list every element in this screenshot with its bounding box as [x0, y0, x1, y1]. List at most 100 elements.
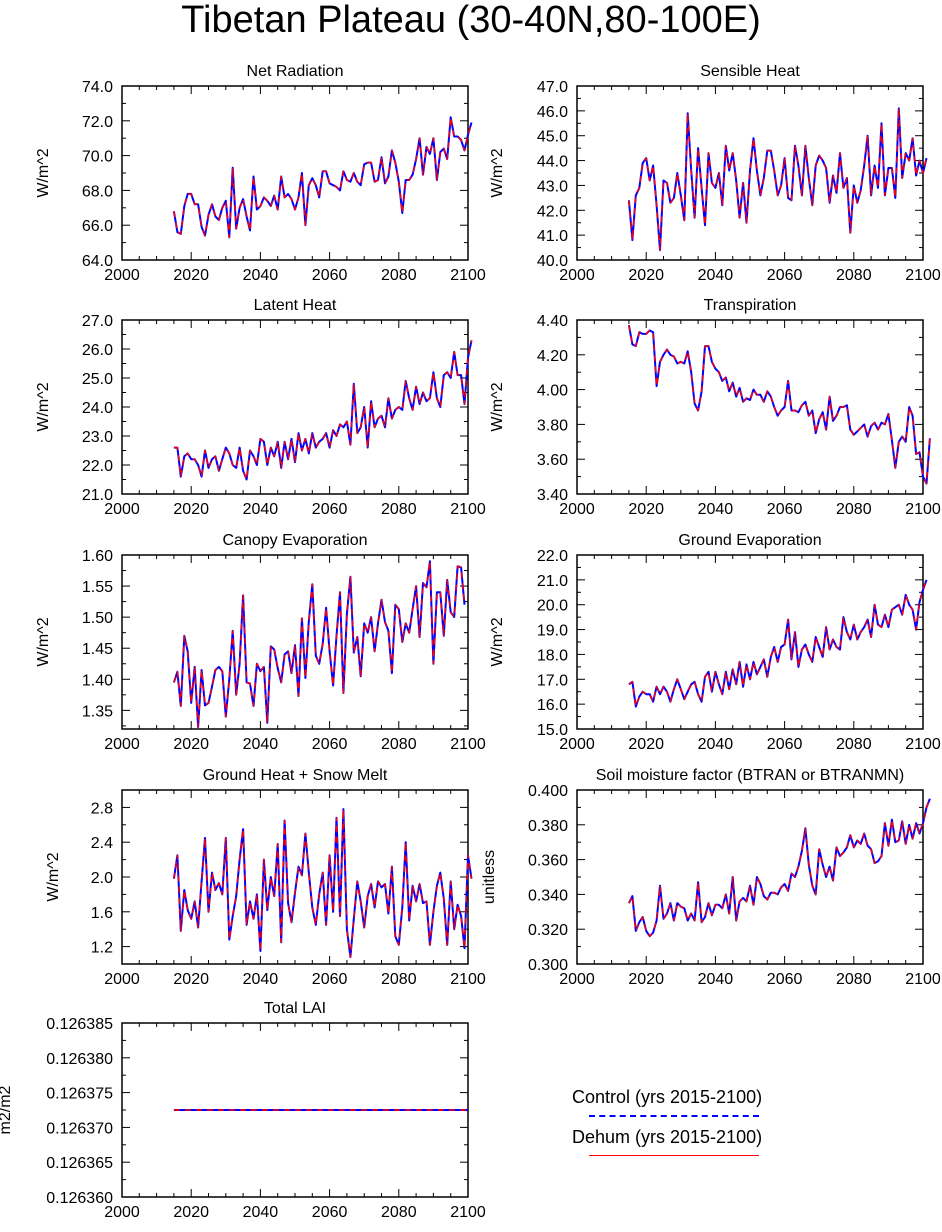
series-line-control [172, 560, 466, 729]
x-tick-label: 2000 [104, 971, 140, 988]
chart-panel: Sensible Heat 2000 2020 2040 2060 2080 2100 40.… [489, 63, 941, 284]
y-tick-label: 66.0 [82, 218, 113, 235]
y-tick-label: 0.126360 [46, 1190, 113, 1207]
y-tick-label: 20.0 [537, 598, 568, 615]
y-axis-label: unitless [481, 850, 498, 904]
y-axis-label: W/m^2 [35, 617, 52, 666]
chart-title: Ground Heat + Snow Melt [203, 767, 388, 784]
x-tick-label: 2060 [312, 971, 348, 988]
chart-panel: Total LAI 2000 2020 2040 2060 2080 2100 0.12636… [0, 1000, 486, 1221]
chart-title: Soil moisture factor (BTRAN or BTRANMN) [596, 767, 905, 784]
plot-frame [576, 554, 924, 730]
x-tick-label: 2080 [836, 267, 872, 284]
x-tick-label: 2040 [698, 267, 734, 284]
chart-panel: Latent Heat 2000 2020 2040 2060 2080 2100 21.0 2… [35, 297, 486, 518]
plot-frame [121, 554, 469, 730]
chart-title: Net Radiation [247, 63, 344, 80]
x-tick-label: 2020 [628, 736, 664, 753]
y-tick-label: 4.20 [537, 348, 568, 365]
y-tick-label: 0.300 [528, 957, 568, 974]
y-tick-label: 0.126370 [46, 1120, 113, 1137]
y-tick-label: 42.0 [537, 203, 568, 220]
y-tick-label: 64.0 [82, 253, 113, 270]
y-axis-label: W/m^2 [489, 382, 506, 431]
y-tick-label: 72.0 [82, 114, 113, 131]
y-tick-label: 23.0 [82, 429, 113, 446]
y-tick-label: 70.0 [82, 149, 113, 166]
y-tick-label: 2.4 [91, 835, 113, 852]
legend-label-control: Control (yrs 2015-2100) [572, 1087, 763, 1107]
chart-panel: Ground Evaporation 2000 2020 2040 2060 2080 21… [489, 532, 941, 753]
y-tick-label: 21.0 [82, 487, 113, 504]
chart-panel: Transpiration 2000 2020 2040 2060 2080 2100 3.4… [489, 297, 941, 518]
y-tick-label: 27.0 [82, 313, 113, 330]
series-line-dehum [173, 116, 473, 239]
x-tick-label: 2040 [698, 971, 734, 988]
legend-line-control [589, 1115, 759, 1117]
x-tick-label: 2080 [836, 971, 872, 988]
y-tick-label: 26.0 [82, 342, 113, 359]
y-tick-label: 17.0 [537, 672, 568, 689]
chart-title: Canopy Evaporation [223, 532, 368, 549]
y-tick-label: 0.320 [528, 922, 568, 939]
y-tick-label: 3.80 [537, 417, 568, 434]
y-tick-label: 0.126365 [46, 1155, 113, 1172]
y-tick-label: 2.0 [91, 870, 113, 887]
series-line-control [628, 798, 931, 938]
legend: Control (yrs 2015-2100) Dehum (yrs 2015-… [572, 1086, 802, 1156]
x-tick-label: 2100 [905, 501, 941, 518]
y-tick-label: 1.35 [82, 703, 113, 720]
chart-title: Latent Heat [254, 297, 337, 314]
y-tick-label: 0.360 [528, 853, 568, 870]
y-tick-label: 15.0 [537, 722, 568, 739]
plot-frame [576, 319, 924, 495]
y-tick-label: 1.50 [82, 610, 113, 627]
series-line-control [628, 579, 928, 708]
x-tick-label: 2080 [836, 501, 872, 518]
y-tick-label: 1.40 [82, 672, 113, 689]
x-tick-label: 2060 [767, 971, 803, 988]
series-line-dehum [628, 798, 931, 937]
y-tick-label: 0.126375 [46, 1086, 113, 1103]
series-line-dehum [173, 560, 466, 728]
x-tick-label: 2040 [243, 736, 279, 753]
x-tick-label: 2060 [312, 736, 348, 753]
chart-panel: Canopy Evaporation 2000 2020 2040 2060 2080 21… [35, 532, 486, 753]
x-tick-label: 2040 [243, 971, 279, 988]
y-tick-label: 3.60 [537, 452, 568, 469]
x-tick-label: 2100 [450, 267, 486, 284]
y-axis-label: W/m^2 [489, 617, 506, 666]
series-line-dehum [173, 808, 473, 958]
x-tick-label: 2040 [243, 501, 279, 518]
x-tick-label: 2060 [767, 501, 803, 518]
x-tick-label: 2000 [559, 501, 595, 518]
x-tick-label: 2100 [905, 267, 941, 284]
y-axis-label: W/m^2 [35, 382, 52, 431]
x-tick-label: 2060 [312, 1204, 348, 1221]
x-tick-label: 2020 [628, 971, 664, 988]
x-tick-label: 2060 [767, 267, 803, 284]
y-tick-label: 0.400 [528, 783, 568, 800]
x-tick-label: 2020 [628, 501, 664, 518]
legend-label-dehum: Dehum (yrs 2015-2100) [572, 1127, 763, 1147]
y-tick-label: 45.0 [537, 129, 568, 146]
series-line-dehum [628, 107, 928, 251]
y-tick-label: 22.0 [82, 458, 113, 475]
y-tick-label: 0.126385 [46, 1016, 113, 1033]
x-tick-label: 2100 [905, 971, 941, 988]
y-tick-label: 4.40 [537, 313, 568, 330]
x-tick-label: 2020 [173, 971, 209, 988]
x-tick-label: 2000 [104, 736, 140, 753]
y-tick-label: 1.55 [82, 579, 113, 596]
plot-frame [121, 319, 469, 495]
y-axis-label: m2/m2 [0, 1085, 14, 1134]
y-tick-label: 0.340 [528, 887, 568, 904]
x-tick-label: 2080 [381, 501, 417, 518]
series-line-dehum [628, 579, 928, 708]
x-tick-label: 2060 [312, 501, 348, 518]
plot-frame [121, 85, 469, 261]
x-tick-label: 2000 [104, 501, 140, 518]
x-tick-label: 2100 [450, 736, 486, 753]
x-tick-label: 2000 [104, 1204, 140, 1221]
